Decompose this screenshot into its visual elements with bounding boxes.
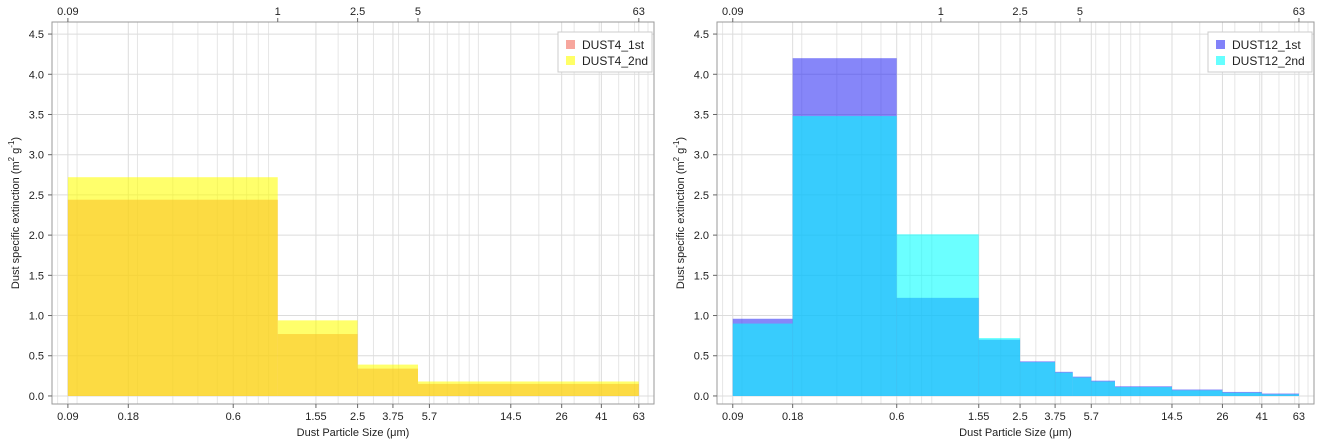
y-tick-label: 2.5 (29, 190, 44, 202)
bar-DUST12_2nd-11 (1261, 394, 1299, 396)
x-tick-label: 5.7 (1084, 411, 1099, 423)
bar-DUST12_2nd-1 (792, 116, 897, 396)
x-tick-label: 41 (1256, 411, 1268, 423)
legend-swatch (1216, 40, 1225, 49)
legend-box (557, 31, 653, 73)
top-tick-label: 0.09 (722, 6, 743, 18)
x-tick-label: 0.09 (722, 411, 743, 423)
bar-DUST12_2nd-10 (1222, 392, 1262, 396)
y-axis-label-part: Dust specific extinction (m (675, 161, 687, 289)
y-tick-label: 0.5 (694, 351, 709, 363)
top-tick-label: 2.5 (1012, 6, 1027, 18)
y-axis-label-part: g (675, 148, 687, 157)
y-axis-label-part: 2 (672, 156, 681, 161)
x-tick-label: 41 (595, 411, 607, 423)
x-tick-label: 2.5 (350, 411, 365, 423)
x-tick-label: 14.5 (500, 411, 521, 423)
x-tick-label: 63 (633, 411, 645, 423)
y-tick-label: 1.0 (29, 311, 44, 323)
legend-label: DUST4_2nd (582, 54, 648, 68)
bar-DUST4_2nd-1 (277, 320, 358, 396)
y-tick-label: 4.5 (694, 29, 709, 41)
y-axis-label-part: Dust specific extinction (m (10, 161, 22, 289)
y-tick-label: 3.5 (694, 109, 709, 121)
legend-swatch (566, 56, 575, 65)
top-tick-label: 2.5 (350, 6, 365, 18)
plot-frame (51, 21, 655, 405)
x-tick-label: 5.7 (422, 411, 437, 423)
bar-DUST4_2nd-2 (357, 364, 418, 396)
y-axis-label-part: -1 (7, 140, 16, 148)
x-tick-label: 0.18 (118, 411, 139, 423)
y-axis-label-part: 2 (7, 156, 16, 161)
y-tick-label: 0.5 (29, 351, 44, 363)
y-axis-label: Dust specific extinction (m2 g-1) (7, 137, 22, 289)
y-tick-label: 3.5 (29, 109, 44, 121)
bar-DUST12_2nd-8 (1115, 387, 1172, 396)
y-axis-label-part: -1 (672, 140, 681, 148)
y-axis-label-part: ) (675, 137, 687, 141)
bar-DUST12_2nd-9 (1171, 390, 1223, 396)
bar-DUST12_2nd-5 (1055, 372, 1073, 396)
bar-DUST12_2nd-3 (978, 338, 1021, 396)
top-tick-label: 5 (415, 6, 421, 18)
y-tick-label: 2.0 (694, 230, 709, 242)
bar-DUST12_2nd-2 (896, 234, 979, 396)
legend-label: DUST12_1st (1232, 38, 1301, 52)
x-tick-label: 0.6 (889, 411, 904, 423)
bar-DUST12_2nd-7 (1091, 381, 1115, 396)
x-tick-label: 0.18 (782, 411, 803, 423)
x-tick-label: 3.75 (1044, 411, 1065, 423)
x-tick-label: 1.55 (305, 411, 326, 423)
y-tick-label: 4.5 (29, 29, 44, 41)
y-tick-label: 4.0 (694, 69, 709, 81)
bar-DUST12_2nd-0 (732, 323, 793, 396)
y-tick-label: 1.5 (694, 270, 709, 282)
x-tick-label: 2.5 (1012, 411, 1027, 423)
bar-DUST12_2nd-6 (1072, 377, 1092, 396)
y-tick-label: 1.0 (694, 311, 709, 323)
x-tick-label: 26 (1216, 411, 1228, 423)
x-tick-label: 3.75 (382, 411, 403, 423)
top-tick-label: 63 (633, 6, 645, 18)
y-tick-label: 2.0 (29, 230, 44, 242)
x-tick-label: 26 (556, 411, 568, 423)
x-tick-label: 0.09 (57, 411, 78, 423)
x-tick-label: 1.55 (968, 411, 989, 423)
x-tick-label: 63 (1293, 411, 1305, 423)
top-tick-label: 1 (275, 6, 281, 18)
x-tick-label: 0.6 (226, 411, 241, 423)
top-tick-label: 0.09 (57, 6, 78, 18)
bar-DUST12_2nd-4 (1020, 362, 1056, 396)
y-axis-label-part: ) (10, 137, 22, 141)
x-axis-label: Dust Particle Size (μm) (297, 427, 410, 439)
y-axis-label-part: g (10, 148, 22, 157)
y-tick-label: 2.5 (694, 190, 709, 202)
y-axis-label: Dust specific extinction (m2 g-1) (672, 137, 687, 289)
x-axis-label: Dust Particle Size (μm) (959, 427, 1072, 439)
y-tick-label: 1.5 (29, 270, 44, 282)
left-chart-panel: 0.0 0.5 1.0 1.5 2.0 2.5 3.0 3.5 4.0 4.5 0.09 0.18 0.… (7, 6, 655, 439)
top-tick-label: 63 (1293, 6, 1305, 18)
legend-swatch (566, 40, 575, 49)
top-tick-label: 1 (938, 6, 944, 18)
legend-label: DUST12_2nd (1232, 54, 1305, 68)
y-tick-label: 0.0 (694, 391, 709, 403)
top-tick-label: 5 (1077, 6, 1083, 18)
legend-box (1207, 31, 1313, 73)
y-tick-label: 0.0 (29, 391, 44, 403)
plot-frame (716, 21, 1315, 405)
bar-DUST4_2nd-3 (417, 381, 639, 396)
bar-DUST4_2nd-0 (67, 177, 278, 396)
y-tick-label: 4.0 (29, 69, 44, 81)
y-tick-label: 3.0 (29, 150, 44, 162)
x-tick-label: 14.5 (1161, 411, 1182, 423)
legend-swatch (1216, 56, 1225, 65)
y-tick-label: 3.0 (694, 150, 709, 162)
right-chart-panel: 0.0 0.5 1.0 1.5 2.0 2.5 3.0 3.5 4.0 4.5 0.09 0.18 0.… (672, 6, 1315, 439)
legend-label: DUST4_1st (582, 38, 645, 52)
